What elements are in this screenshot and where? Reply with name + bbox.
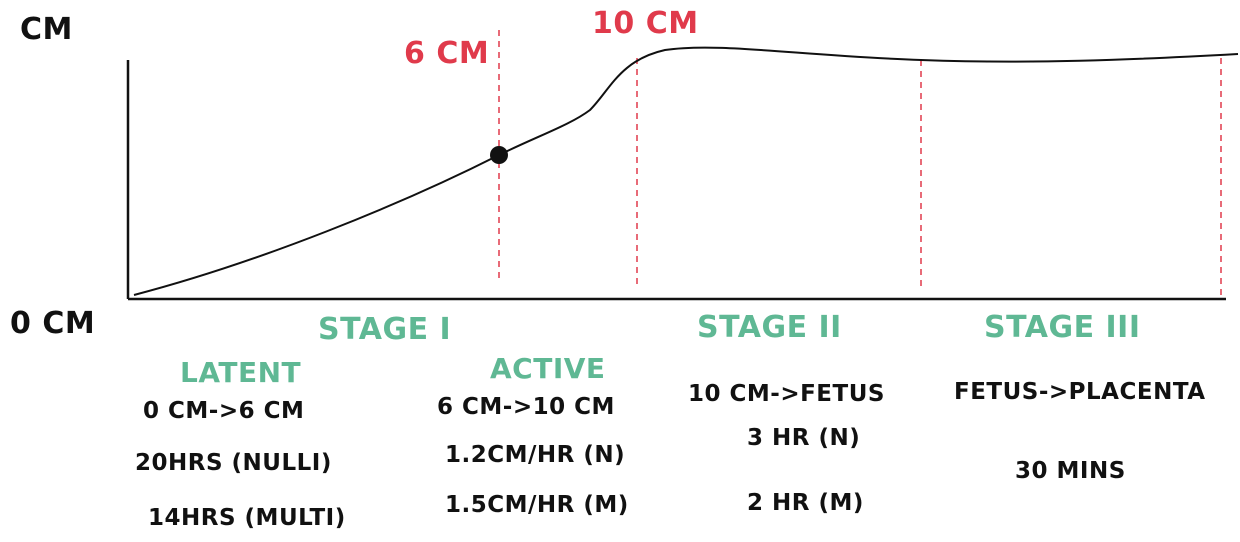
stage3-time: 30 MINS bbox=[1015, 458, 1126, 484]
stage2-time-n: 3 HR (N) bbox=[747, 425, 861, 451]
stage3-range: FETUS->PLACENTA bbox=[954, 379, 1206, 405]
latent-range: 0 CM->6 CM bbox=[143, 398, 305, 424]
active-rate-n: 1.2CM/HR (N) bbox=[445, 442, 626, 468]
stage2-range: 10 CM->FETUS bbox=[688, 381, 885, 407]
latent-nulli-time: 20HRS (NULLI) bbox=[135, 450, 332, 476]
active-range: 6 CM->10 CM bbox=[437, 394, 615, 420]
stage2-time-m: 2 HR (M) bbox=[747, 490, 864, 516]
latent-title: LATENT bbox=[180, 356, 302, 389]
stage1-title: STAGE I bbox=[318, 312, 452, 347]
six-cm-marker-label: 6 CM bbox=[404, 36, 490, 71]
latent-multi-time: 14HRS (MULTI) bbox=[148, 505, 346, 531]
y-axis-bottom-label: 0 CM bbox=[10, 306, 96, 341]
six-cm-point bbox=[490, 146, 508, 164]
stage3-title: STAGE III bbox=[984, 310, 1141, 345]
ten-cm-marker-label: 10 CM bbox=[592, 6, 699, 41]
active-title: ACTIVE bbox=[490, 352, 606, 385]
y-axis-top-label: CM bbox=[20, 12, 73, 47]
active-rate-m: 1.5CM/HR (M) bbox=[445, 492, 629, 518]
stage2-title: STAGE II bbox=[697, 310, 842, 345]
dilation-curve bbox=[133, 46, 1239, 296]
